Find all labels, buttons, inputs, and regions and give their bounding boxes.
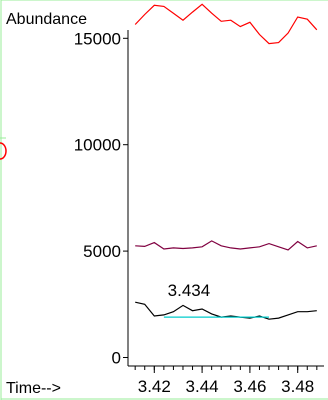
y-axis-label: Abundance [6,11,87,28]
edge-marker [0,142,7,160]
y-tick-label: 5000 [83,242,121,261]
y-tick-label: 10000 [74,136,121,155]
x-tick-label: 3.44 [186,377,219,396]
x-axis-label: Time--> [6,380,61,397]
x-tick-label: 3.48 [281,377,314,396]
series-lines [134,3,318,320]
series-line [135,240,317,251]
y-ticks: 0 5000 10000 15000 [74,29,128,367]
series-line [134,3,318,45]
x-ticks: 3.42 3.44 3.46 3.48 [134,366,318,396]
x-tick-label: 3.42 [138,377,171,396]
x-tick-label: 3.46 [233,377,266,396]
y-tick-label: 0 [112,348,121,367]
y-tick-label: 15000 [74,29,121,48]
peak-annotation: 3.434 [168,281,211,300]
